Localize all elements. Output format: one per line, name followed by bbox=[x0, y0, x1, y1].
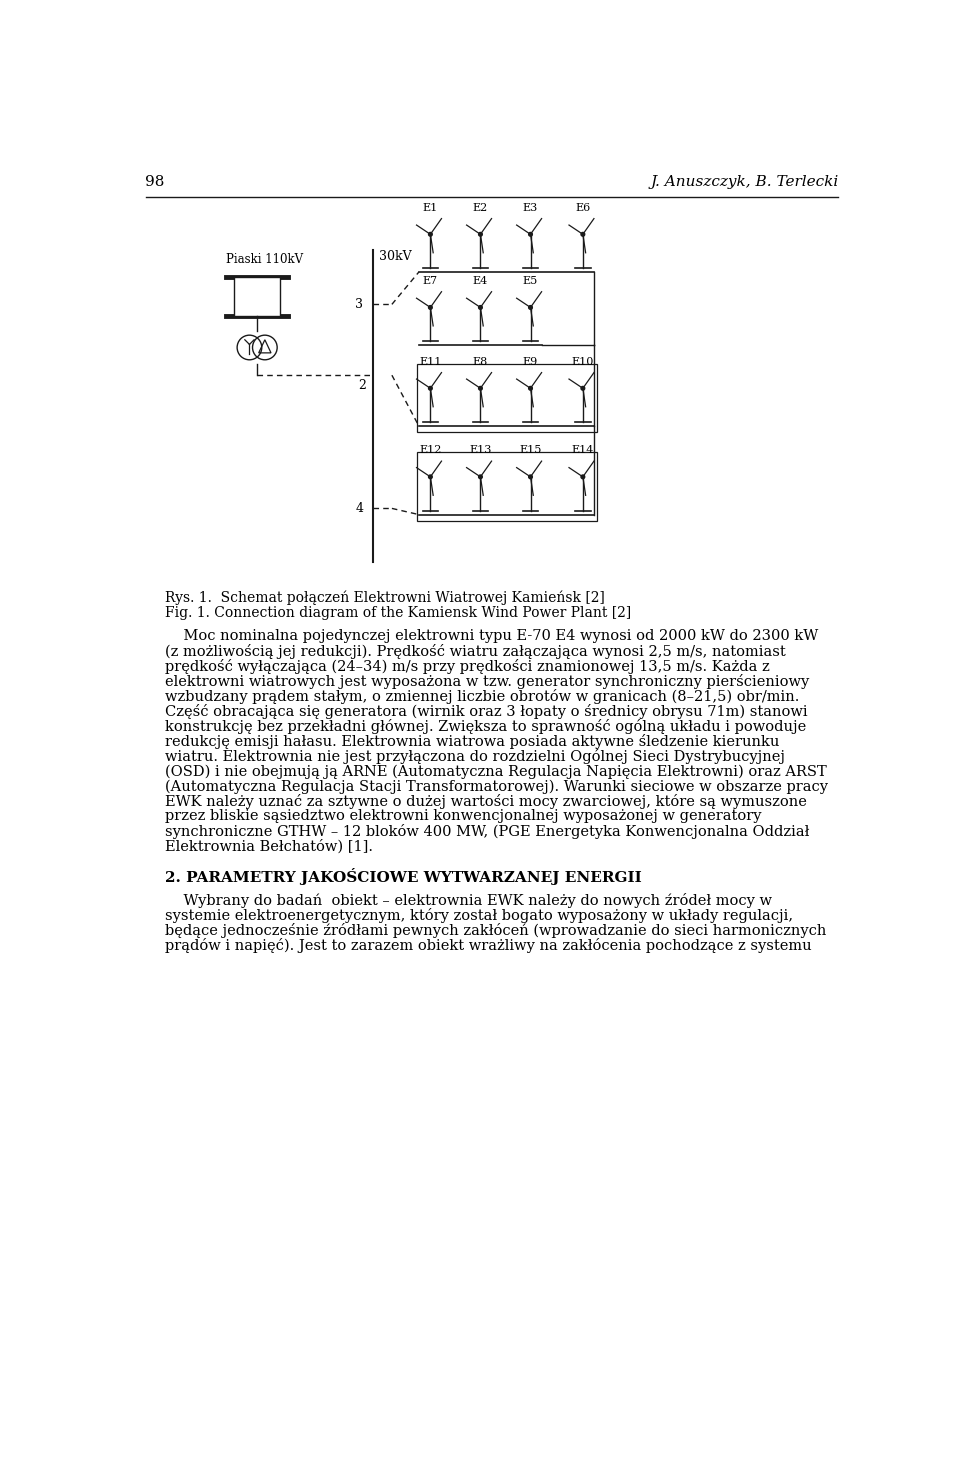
Text: 2: 2 bbox=[359, 378, 367, 392]
Text: Piaski 110kV: Piaski 110kV bbox=[227, 252, 303, 266]
Text: konstrukcję bez przekładni głównej. Zwiększa to sprawność ogólną układu i powodu: konstrukcję bez przekładni głównej. Zwię… bbox=[165, 720, 806, 735]
Text: E14: E14 bbox=[571, 445, 594, 456]
Text: E8: E8 bbox=[473, 356, 488, 367]
Text: Moc nominalna pojedynczej elektrowni typu E-70 E4 wynosi od 2000 kW do 2300 kW: Moc nominalna pojedynczej elektrowni typ… bbox=[165, 629, 818, 643]
Text: 2. PARAMETRY JAKOŚCIOWE WYTWARZANEJ ENERGII: 2. PARAMETRY JAKOŚCIOWE WYTWARZANEJ ENER… bbox=[165, 868, 641, 886]
Text: prądów i napięć). Jest to zarazem obiekt wrażliwy na zakłócenia pochodzące z sys: prądów i napięć). Jest to zarazem obiekt… bbox=[165, 938, 811, 953]
Circle shape bbox=[581, 233, 585, 236]
Circle shape bbox=[529, 233, 533, 236]
Circle shape bbox=[428, 475, 432, 479]
Circle shape bbox=[529, 306, 533, 309]
Text: (Automatyczna Regulacja Stacji Transformatorowej). Warunki sieciowe w obszarze p: (Automatyczna Regulacja Stacji Transform… bbox=[165, 779, 828, 794]
Text: 98: 98 bbox=[146, 175, 165, 188]
Text: E6: E6 bbox=[575, 203, 590, 212]
Text: będące jednocześnie źródłami pewnych zakłóceń (wprowadzanie do sieci harmoniczny: będące jednocześnie źródłami pewnych zak… bbox=[165, 923, 827, 938]
Text: systemie elektroenergetycznym, który został bogato wyposażony w układy regulacji: systemie elektroenergetycznym, który zos… bbox=[165, 908, 793, 923]
Text: E11: E11 bbox=[420, 356, 442, 367]
Text: E5: E5 bbox=[523, 276, 539, 286]
Circle shape bbox=[529, 386, 533, 390]
Text: E2: E2 bbox=[473, 203, 488, 212]
Circle shape bbox=[581, 475, 585, 479]
Text: 30kV: 30kV bbox=[379, 251, 412, 264]
Circle shape bbox=[479, 475, 482, 479]
Text: J. Anuszczyk, B. Terlecki: J. Anuszczyk, B. Terlecki bbox=[650, 175, 838, 188]
Text: prędkość wyłączająca (24–34) m/s przy prędkości znamionowej 13,5 m/s. Każda z: prędkość wyłączająca (24–34) m/s przy pr… bbox=[165, 659, 770, 674]
Text: elektrowni wiatrowych jest wyposażona w tzw. generator synchroniczny pierścienio: elektrowni wiatrowych jest wyposażona w … bbox=[165, 674, 809, 690]
Text: 3: 3 bbox=[355, 298, 364, 310]
Bar bbox=[417, 364, 597, 432]
Text: 4: 4 bbox=[355, 502, 364, 515]
Text: Część obracająca się generatora (wirnik oraz 3 łopaty o średnicy obrysu 71m) sta: Część obracająca się generatora (wirnik … bbox=[165, 705, 807, 720]
Text: (OSD) i nie obejmują ją ARNE (Automatyczna Regulacja Napięcia Elektrowni) oraz A: (OSD) i nie obejmują ją ARNE (Automatycz… bbox=[165, 764, 827, 779]
Text: (z możliwością jej redukcji). Prędkość wiatru załączająca wynosi 2,5 m/s, natomi: (z możliwością jej redukcji). Prędkość w… bbox=[165, 644, 785, 659]
Text: redukcję emisji hałasu. Elektrownia wiatrowa posiada aktywne śledzenie kierunku: redukcję emisji hałasu. Elektrownia wiat… bbox=[165, 735, 780, 749]
Text: E13: E13 bbox=[469, 445, 492, 456]
Circle shape bbox=[581, 386, 585, 390]
Text: E12: E12 bbox=[420, 445, 442, 456]
Text: E1: E1 bbox=[422, 203, 438, 212]
Text: E10: E10 bbox=[571, 356, 594, 367]
Circle shape bbox=[479, 233, 482, 236]
Text: E3: E3 bbox=[523, 203, 539, 212]
Circle shape bbox=[428, 306, 432, 309]
Circle shape bbox=[479, 386, 482, 390]
Text: wiatru. Elektrownia nie jest przyłączona do rozdzielni Ogólnej Sieci Dystrybucyj: wiatru. Elektrownia nie jest przyłączona… bbox=[165, 749, 784, 764]
Circle shape bbox=[529, 475, 533, 479]
Circle shape bbox=[428, 233, 432, 236]
Bar bbox=[234, 278, 280, 316]
Text: E9: E9 bbox=[523, 356, 539, 367]
Text: EWK należy uznać za sztywne o dużej wartości mocy zwarciowej, które są wymuszone: EWK należy uznać za sztywne o dużej wart… bbox=[165, 794, 806, 809]
Text: E15: E15 bbox=[519, 445, 541, 456]
Bar bbox=[417, 453, 597, 521]
Text: Rys. 1.  Schemat połączeń Elektrowni Wiatrowej Kamieńsk [2]: Rys. 1. Schemat połączeń Elektrowni Wiat… bbox=[165, 591, 605, 605]
Text: Elektrownia Bełchatów) [1].: Elektrownia Bełchatów) [1]. bbox=[165, 840, 372, 853]
Circle shape bbox=[479, 306, 482, 309]
Text: E7: E7 bbox=[422, 276, 438, 286]
Text: przez bliskie sąsiedztwo elektrowni konwencjonalnej wyposażonej w generatory: przez bliskie sąsiedztwo elektrowni konw… bbox=[165, 809, 761, 824]
Text: Wybrany do badań  obiekt – elektrownia EWK należy do nowych źródeł mocy w: Wybrany do badań obiekt – elektrownia EW… bbox=[165, 893, 772, 908]
Text: E4: E4 bbox=[473, 276, 488, 286]
Text: wzbudzany prądem stałym, o zmiennej liczbie obrotów w granicach (8–21,5) obr/min: wzbudzany prądem stałym, o zmiennej licz… bbox=[165, 690, 799, 705]
Circle shape bbox=[428, 386, 432, 390]
Text: synchroniczne GTHW – 12 bloków 400 MW, (PGE Energetyka Konwencjonalna Oddział: synchroniczne GTHW – 12 bloków 400 MW, (… bbox=[165, 825, 809, 840]
Text: Fig. 1. Connection diagram of the Kamiensk Wind Power Plant [2]: Fig. 1. Connection diagram of the Kamien… bbox=[165, 605, 631, 620]
